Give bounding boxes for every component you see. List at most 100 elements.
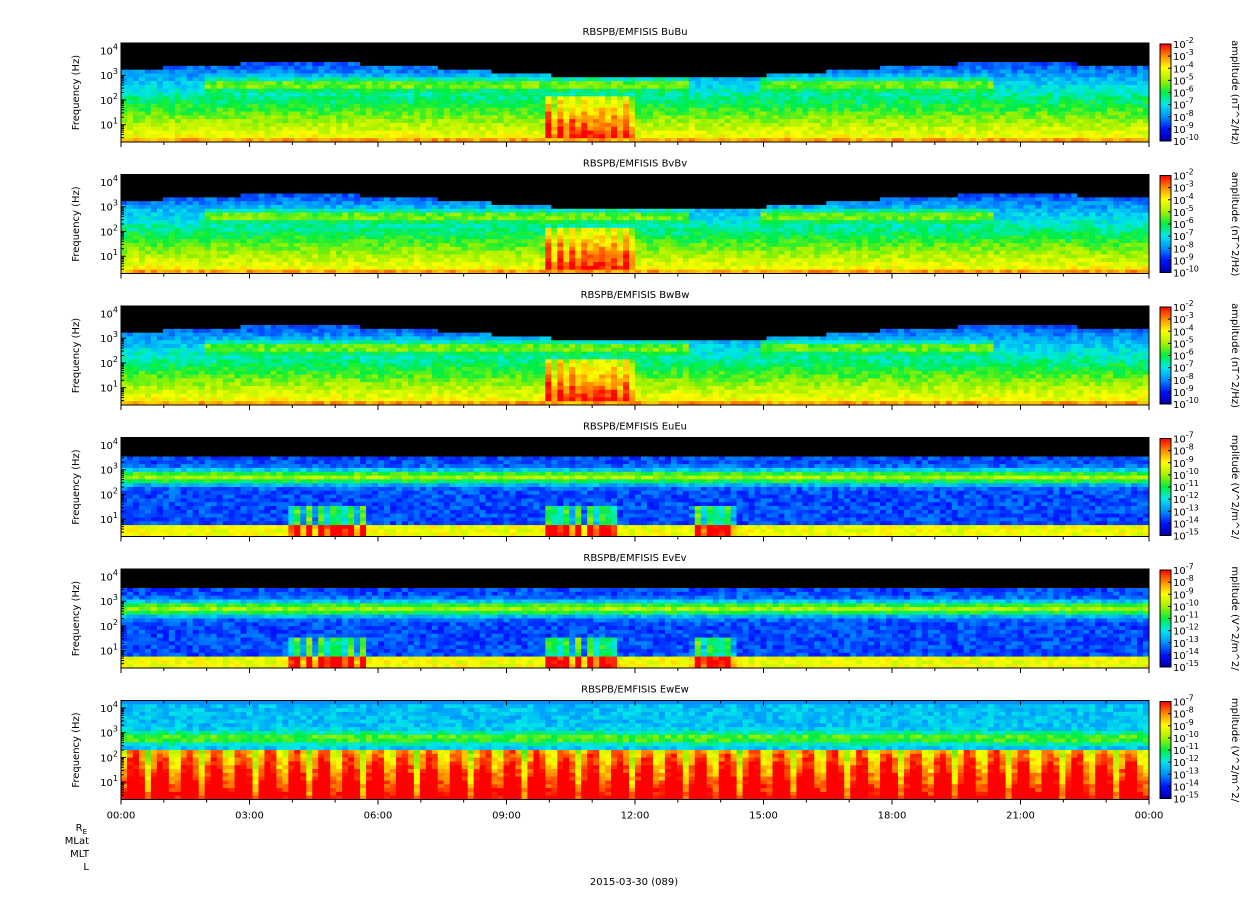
heatmap-cell [856,130,863,135]
heatmap-cell [449,178,457,183]
heatmap-cell [1125,174,1132,179]
heatmap-cell [802,73,809,78]
heatmap-cell [933,111,941,116]
heatmap-cell [366,130,373,135]
heatmap-cell [330,115,337,120]
heatmap-cell [330,92,337,97]
heatmap-cell [336,119,343,124]
heatmap-cell [640,43,648,48]
heatmap-cell [348,119,355,124]
heatmap-cell [210,178,218,183]
heatmap-cell [742,50,749,55]
heatmap-cell [366,84,373,90]
heatmap-cell [832,69,839,74]
heatmap-cell [449,96,457,101]
heatmap-cell [838,119,845,124]
heatmap-cell [461,126,469,131]
heatmap-cell [850,138,857,143]
heatmap-cell [694,81,702,86]
heatmap-cell [760,134,767,139]
heatmap-cell [395,178,403,183]
heatmap-cell [354,77,361,82]
heatmap-cell [981,84,989,90]
heatmap-cell [814,62,821,67]
heatmap-cell [1095,111,1102,116]
heatmap-cell [246,77,253,82]
heatmap-cell [664,73,672,78]
heatmap-cell [832,178,839,183]
heatmap-cell [443,182,451,187]
heatmap-cell [802,100,809,105]
heatmap-cell [545,43,552,48]
heatmap-cell [706,174,714,179]
heatmap-cell [826,58,833,63]
heatmap-cell [1089,69,1096,74]
heatmap-cell [736,174,743,179]
heatmap-cell [1077,69,1084,74]
heatmap-cell [790,130,797,135]
heatmap-cell [354,62,361,67]
heatmap-cell [431,107,439,112]
heatmap-cell [784,111,791,116]
heatmap-cell [640,174,648,179]
heatmap-cell [222,126,229,131]
heatmap-cell [222,73,229,78]
heatmap-cell [144,43,152,48]
heatmap-cell [557,138,564,143]
heatmap-cell [664,100,672,105]
heatmap-cell [1053,111,1060,116]
heatmap-cell [700,46,708,52]
heatmap-cell [1095,119,1102,124]
heatmap-cell [461,119,469,124]
heatmap-cell [443,77,451,82]
heatmap-cell [963,119,971,124]
heatmap-cell [981,77,989,82]
heatmap-cell [772,62,779,67]
heatmap-cell [336,107,343,112]
heatmap-cell [921,96,929,101]
heatmap-cell [395,54,403,59]
heatmap-cell [240,92,247,97]
heatmap-cell [210,46,218,52]
heatmap-cell [174,130,182,135]
heatmap-cell [921,54,929,59]
heatmap-cell [162,115,170,120]
heatmap-cell [1041,138,1048,143]
heatmap-cell [999,46,1006,52]
heatmap-cell [790,178,797,183]
heatmap-cell [294,115,301,120]
heatmap-cell [515,54,522,59]
heatmap-cell [192,43,200,48]
heatmap-cell [252,174,259,179]
heatmap-cell [712,138,720,143]
heatmap-cell [903,103,911,109]
heatmap-cell [270,126,277,131]
heatmap-cell [1089,58,1096,63]
heatmap-cell [383,96,391,101]
heatmap-cell [796,84,803,90]
heatmap-cell [1077,111,1084,116]
heatmap-cell [258,111,265,116]
heatmap-cell [903,46,911,52]
heatmap-cell [617,178,624,183]
heatmap-cell [378,130,385,135]
heatmap-cell [401,96,409,101]
heatmap-cell [664,50,672,55]
heatmap-cell [903,65,911,71]
heatmap-cell [712,122,720,128]
heatmap-cell [455,69,463,74]
heatmap-cell [640,58,648,63]
heatmap-cell [1125,81,1132,86]
heatmap-cell [1011,107,1018,112]
heatmap-cell [1029,96,1036,101]
heatmap-cell [724,122,732,128]
heatmap-cell [360,58,367,63]
heatmap-cell [939,92,947,97]
heatmap-cell [210,77,218,82]
heatmap-cell [886,84,893,90]
heatmap-cell [969,119,977,124]
heatmap-cell [605,81,612,86]
heatmap-cell [718,88,726,93]
heatmap-cell [186,182,194,187]
heatmap-cell [264,65,271,71]
